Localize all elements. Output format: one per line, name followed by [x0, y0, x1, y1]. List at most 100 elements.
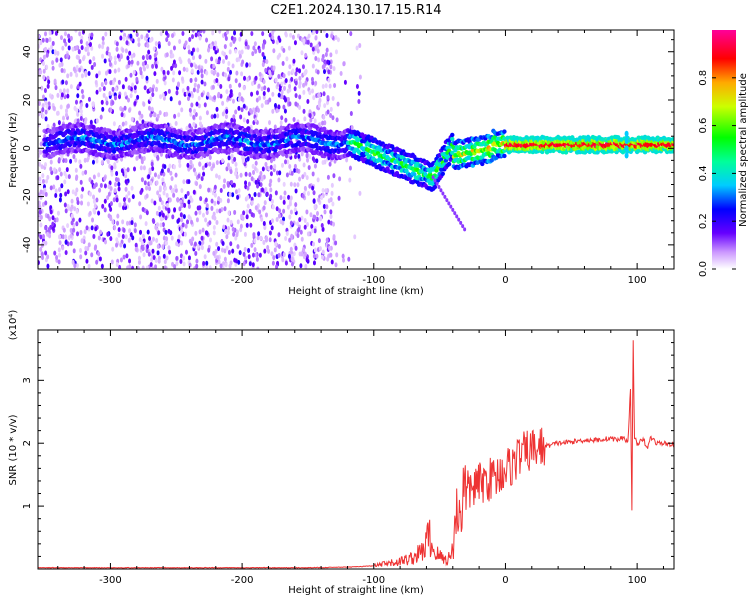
noise-cell [92, 56, 96, 62]
ridge-cell [450, 132, 455, 138]
noise-cell [57, 247, 61, 253]
noise-cell [157, 43, 161, 49]
noise-cell [46, 254, 50, 260]
noise-cell [74, 99, 78, 105]
noise-cell [47, 226, 51, 232]
ridge-cell [489, 158, 494, 163]
noise-cell [176, 82, 180, 88]
noise-cell [78, 67, 82, 73]
noise-cell [81, 94, 85, 100]
noise-cell [190, 34, 194, 40]
noise-cell [229, 69, 233, 75]
noise-cell [75, 64, 79, 70]
noise-cell [245, 62, 249, 68]
noise-cell [69, 158, 73, 164]
noise-cell [105, 100, 109, 106]
noise-cell [47, 104, 51, 110]
noise-cell [140, 240, 144, 246]
noise-cell [205, 203, 209, 209]
noise-cell [149, 112, 153, 118]
noise-cell [87, 96, 91, 102]
noise-cell [294, 188, 298, 194]
noise-cell [197, 83, 201, 89]
noise-cell [282, 195, 286, 201]
noise-cell [257, 231, 261, 237]
noise-cell [117, 79, 121, 85]
noise-cell [311, 88, 315, 94]
noise-cell [320, 195, 324, 201]
noise-cell [161, 212, 165, 218]
noise-cell [102, 86, 106, 92]
noise-cell [58, 234, 62, 240]
noise-cell [249, 222, 253, 228]
noise-cell [212, 45, 216, 51]
noise-cell [51, 60, 55, 66]
streak-cell [433, 178, 437, 183]
noise-cell [50, 94, 54, 100]
noise-cell [309, 212, 313, 218]
noise-cell [135, 32, 139, 38]
noise-cell [100, 82, 104, 88]
noise-cell [41, 202, 45, 208]
noise-cell [92, 198, 96, 204]
noise-cell [307, 191, 311, 197]
spike-cell [624, 145, 629, 152]
noise-cell [223, 44, 227, 50]
noise-cell [216, 93, 220, 99]
spectrogram-y-axis: -40 -20 0 20 40 [22, 39, 674, 258]
noise-cell [168, 249, 172, 255]
noise-cell [289, 181, 293, 187]
noise-cell [200, 73, 204, 79]
noise-cell [161, 244, 165, 250]
noise-cell [212, 163, 216, 169]
noise-cell [286, 204, 290, 210]
noise-cell [137, 255, 141, 261]
noise-cell [305, 175, 309, 181]
noise-cell [92, 207, 96, 213]
streak-cell [461, 224, 465, 229]
noise-cell [44, 200, 48, 206]
noise-cell [79, 163, 83, 169]
noise-cell [282, 252, 286, 258]
noise-cell [199, 30, 203, 34]
noise-cell [196, 88, 200, 94]
noise-cell [157, 205, 161, 211]
noise-cell [212, 250, 216, 256]
noise-cell [95, 89, 99, 95]
noise-cell [38, 200, 41, 206]
noise-cell [290, 233, 294, 239]
noise-cell [302, 108, 306, 114]
noise-cell [269, 164, 273, 170]
noise-cell [54, 193, 58, 199]
noise-cell [153, 172, 157, 178]
noise-cell [293, 167, 297, 173]
noise-cell [44, 225, 48, 231]
noise-cell [277, 104, 281, 110]
noise-cell [115, 262, 119, 268]
noise-cell [252, 45, 256, 51]
noise-cell [312, 190, 316, 196]
noise-cell [132, 69, 136, 75]
noise-cell [234, 189, 238, 195]
ridge-cell [118, 149, 123, 154]
noise-cell [145, 54, 149, 60]
ridge-cell [440, 171, 445, 176]
noise-cell [264, 99, 268, 105]
noise-cell [277, 232, 281, 238]
noise-cell [109, 186, 113, 192]
noise-cell [202, 30, 206, 34]
ridge-cell [450, 150, 455, 156]
noise-cell [61, 234, 65, 240]
noise-cell [312, 30, 316, 35]
noise-cell [317, 92, 321, 98]
streak-cell [449, 204, 453, 209]
noise-cell [190, 62, 194, 68]
noise-cell [196, 243, 200, 249]
noise-cell [98, 43, 102, 49]
noise-cell [241, 59, 245, 65]
noise-cell [270, 199, 274, 205]
noise-cell [42, 68, 46, 74]
noise-cell [234, 161, 238, 167]
noise-cell [248, 261, 252, 267]
noise-cell [357, 90, 361, 96]
